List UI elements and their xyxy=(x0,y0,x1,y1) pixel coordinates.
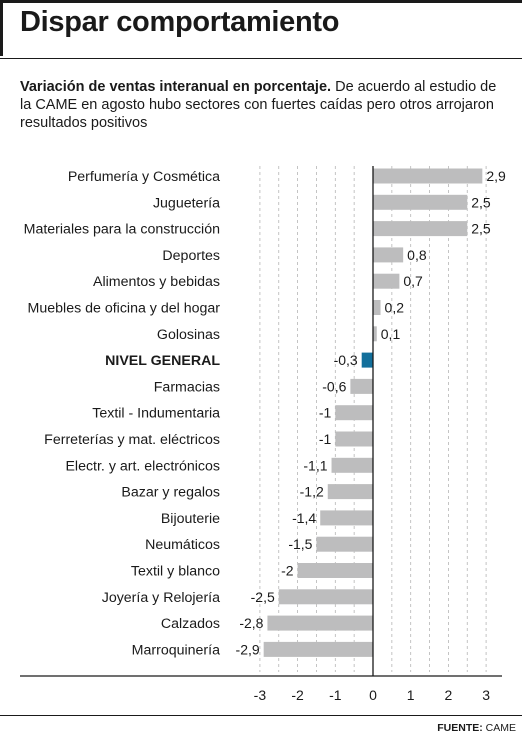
bar xyxy=(373,247,404,263)
source-value: CAME xyxy=(485,722,516,734)
value-label: -2,5 xyxy=(251,589,275,605)
category-label: Bijouterie xyxy=(161,511,220,527)
category-label: Electr. y art. electrónicos xyxy=(65,458,220,474)
chart-title: Dispar comportamiento xyxy=(20,6,340,38)
category-label: Golosinas xyxy=(157,327,220,343)
bar xyxy=(278,589,373,605)
value-label: -1,1 xyxy=(303,457,327,473)
category-label: Textil - Indumentaria xyxy=(92,406,220,422)
value-label: -2,8 xyxy=(239,615,263,631)
bar xyxy=(331,457,373,473)
value-label: 2,5 xyxy=(471,194,491,210)
bar xyxy=(361,352,373,368)
bar xyxy=(373,194,468,210)
bar xyxy=(327,484,373,500)
bar xyxy=(316,536,373,552)
bar xyxy=(297,563,373,578)
x-tick-label: 1 xyxy=(407,687,415,703)
bar xyxy=(373,326,377,342)
bar-chart: Perfumería y Cosmética 2,9 Juguetería 2,5 Ma… xyxy=(20,166,506,703)
value-label: -2 xyxy=(281,563,294,579)
bar xyxy=(263,641,373,657)
bar xyxy=(267,615,373,631)
category-label: Bazar y regalos xyxy=(121,485,220,501)
bar xyxy=(335,431,373,447)
bar xyxy=(350,378,373,394)
value-label: 0,2 xyxy=(385,300,405,316)
source-label: FUENTE: xyxy=(437,722,483,734)
subtitle-bold: Variación de ventas interanual en porcen… xyxy=(20,79,332,95)
category-label: Neumáticos xyxy=(145,537,220,553)
x-tick-label: 3 xyxy=(482,687,490,703)
top-rule xyxy=(0,0,522,3)
value-label: 0,1 xyxy=(381,326,401,342)
bar xyxy=(335,405,373,421)
source-note: FUENTE: CAME xyxy=(437,722,516,734)
value-label: -0,3 xyxy=(334,352,358,368)
category-label: Deportes xyxy=(162,248,220,264)
x-tick-label: 2 xyxy=(445,687,453,703)
x-tick-label: -1 xyxy=(329,687,342,703)
value-label: -1 xyxy=(319,431,332,447)
value-label: 0,7 xyxy=(403,273,423,289)
x-tick-label: -3 xyxy=(254,687,267,703)
bar xyxy=(373,168,483,184)
category-label: Ferreterías y mat. eléctricos xyxy=(44,432,220,448)
category-label: Marroquinería xyxy=(132,642,220,658)
bar xyxy=(373,300,381,315)
title-divider xyxy=(0,58,522,59)
category-label: NIVEL GENERAL xyxy=(105,353,220,369)
x-tick-label: -2 xyxy=(291,687,304,703)
value-label: -2,9 xyxy=(236,641,260,657)
category-label: Joyería y Relojería xyxy=(102,590,220,606)
category-label: Muebles de oficina y del hogar xyxy=(28,301,221,317)
bar xyxy=(373,221,468,237)
chart-subtitle: Variación de ventas interanual en porcen… xyxy=(20,78,510,132)
category-label: Textil y blanco xyxy=(131,564,220,580)
category-label: Calzados xyxy=(161,616,220,632)
value-label: 2,9 xyxy=(486,168,506,184)
source-divider xyxy=(0,715,522,716)
value-label: -1,5 xyxy=(288,536,312,552)
category-label: Alimentos y bebidas xyxy=(93,274,220,290)
category-label: Perfumería y Cosmética xyxy=(68,169,220,185)
x-tick-label: 0 xyxy=(369,687,377,703)
value-label: -1 xyxy=(319,405,332,421)
value-label: -1,2 xyxy=(300,484,324,500)
value-label: 0,8 xyxy=(407,247,427,263)
category-label: Juguetería xyxy=(153,195,220,211)
category-label: Farmacias xyxy=(154,379,220,395)
value-label: 2,5 xyxy=(471,221,491,237)
bar xyxy=(320,510,373,526)
bar xyxy=(373,273,400,289)
value-label: -1,4 xyxy=(292,510,316,526)
subtitle-rest: De acuerdo al estudio de la CAME en agos… xyxy=(20,79,497,131)
left-rule xyxy=(0,0,3,56)
value-label: -0,6 xyxy=(322,378,346,394)
category-label: Materiales para la construcción xyxy=(24,222,220,238)
